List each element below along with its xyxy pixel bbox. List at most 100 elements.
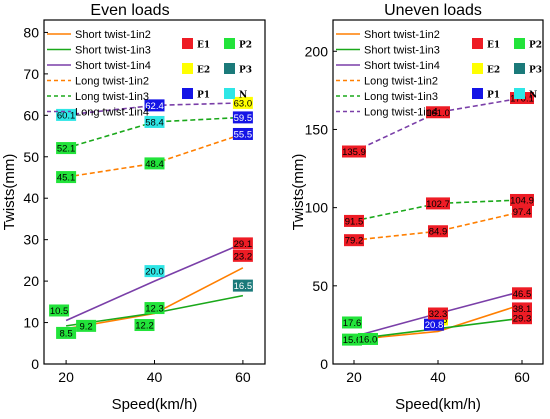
data-label-text: 84.9 [429,227,448,238]
data-label: 48.4 [144,157,165,170]
data-label-text: 23.2 [234,251,253,262]
data-label-box [426,106,450,119]
data-label: 59.5 [232,111,253,124]
data-label-box [144,99,165,112]
data-label-text: 32.3 [429,309,448,320]
key-label-E1: E1 [487,41,500,51]
data-label-text: 16.5 [234,281,253,292]
data-label-text: 12.2 [135,321,154,332]
data-label: 84.9 [428,225,448,238]
key-label-N: N [529,91,537,101]
data-label-box [232,237,253,250]
data-label-box [144,115,165,128]
data-label-box [344,214,364,227]
data-label-box [358,332,378,345]
legend-label: Long twist-1in3 [75,91,149,103]
key-swatch-E2 [182,63,193,74]
x-tick-label: 60 [235,369,251,385]
data-label-box [144,157,165,170]
data-label-box [134,319,155,332]
data-label: 52.1 [56,142,77,155]
data-label-box [232,96,253,109]
y-axis-title: Twists(mm) [1,154,18,231]
data-label-text: 60.1 [57,110,76,121]
data-label: 135.9 [342,145,366,158]
data-label-box [232,127,253,140]
y-tick-label: 0 [320,356,328,372]
key-swatch-P2 [514,38,525,49]
data-label: 20.0 [144,265,165,278]
data-label-text: 20.0 [145,267,164,278]
data-label: 97.4 [512,205,532,218]
key-swatch-E1 [472,38,483,49]
legend-label: Long twist-1in4 [364,107,438,119]
data-label: 38.1 [512,302,532,315]
chart-panel-2: Uneven loads 0 50 100 150 200 20 40 60 Speed(km/h… [290,2,544,413]
data-label-box [512,302,532,315]
data-label-text: 9.2 [79,321,92,332]
legend-label: Long twist-1in4 [75,107,149,119]
data-label: 79.2 [344,234,364,247]
data-label-text: 102.7 [426,199,450,210]
data-label: 29.3 [512,312,532,325]
data-label-text: 29.3 [513,314,532,325]
key-swatch-N [514,88,525,99]
data-label-text: 59.5 [234,113,253,124]
data-label-box [428,225,448,238]
data-label-box [342,333,362,346]
data-label-text: 97.4 [513,207,532,218]
chart-title: Even loads [90,2,169,19]
data-label-box [56,142,77,155]
y-tick-label: 0 [31,356,39,372]
data-label: 46.5 [512,287,532,300]
data-label-text: 16.0 [359,334,378,345]
data-label-text: 8.5 [59,328,72,339]
y-tick-label: 200 [305,43,329,59]
data-label-text: 20.8 [425,320,444,331]
data-label: 58.4 [144,115,165,128]
y-tick-label: 50 [312,278,328,294]
data-label-text: 104.9 [510,195,534,206]
legend-label: Long twist-1in2 [364,76,438,88]
data-label-text: 10.5 [50,306,69,317]
key-label-N: N [239,91,247,101]
chart-panel-1: Even loads 0 10 20 30 40 50 60 70 80 20 40 60 Speed(k… [1,2,266,413]
data-label: 23.2 [232,249,253,262]
data-label: 29.1 [232,237,253,250]
data-label-box [424,318,444,331]
y-tick-label: 70 [23,66,39,82]
x-tick-label: 60 [514,369,530,385]
legend-label: Short twist-1in4 [364,60,440,72]
y-tick-label: 10 [23,315,39,331]
y-tick-label: 60 [23,107,39,123]
data-label: 9.2 [76,319,97,332]
legend-label: Long twist-1in3 [364,91,438,103]
y-tick-label: 30 [23,232,39,248]
legend-label: Short twist-1in3 [75,45,151,57]
y-tick-label: 150 [305,121,329,137]
x-tick-label: 20 [346,369,362,385]
data-label: 17.6 [342,316,362,329]
legend-label: Short twist-1in2 [75,29,151,41]
key-swatch-E1 [182,38,193,49]
y-tick-label: 100 [305,200,329,216]
data-label-box [428,307,448,320]
legend-label: Short twist-1in4 [75,60,151,72]
key-label-P3: P3 [239,66,252,76]
series-line-5 [353,199,523,222]
data-label: 102.7 [426,197,450,210]
key-label-E2: E2 [197,66,210,76]
data-label-text: 45.1 [57,173,76,184]
key-swatch-N [224,88,235,99]
data-label: 55.5 [232,127,253,140]
data-label-box [56,171,77,184]
data-label: 161.0 [426,106,450,119]
key-swatch-E2 [472,63,483,74]
key-swatch-P1 [182,88,193,99]
data-label: 12.2 [134,319,155,332]
data-label: 32.3 [428,307,448,320]
data-label-box [49,304,70,317]
legend-label: Long twist-1in2 [75,76,149,88]
